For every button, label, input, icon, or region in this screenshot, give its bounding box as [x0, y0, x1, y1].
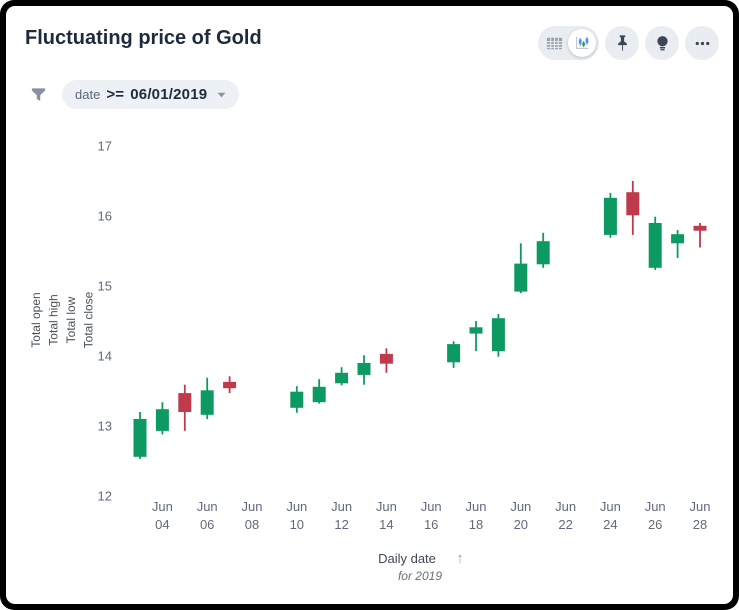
chart-view-button[interactable] — [568, 29, 596, 57]
candle-jun-06[interactable] — [200, 377, 214, 419]
filter-operator: >= — [106, 86, 125, 103]
candle-jun-14[interactable] — [379, 348, 393, 373]
y-tick-label: 15 — [98, 279, 112, 294]
x-tick-label: Jun 10 — [286, 499, 307, 532]
x-tick-label: Jun 26 — [645, 499, 666, 532]
table-view-button[interactable] — [541, 30, 568, 57]
candle-jun-13[interactable] — [357, 355, 371, 385]
candlestick-chart-icon — [573, 34, 591, 52]
funnel-icon — [30, 86, 47, 104]
candle-jun-11[interactable] — [312, 379, 326, 404]
y-tick-label: 13 — [98, 419, 112, 434]
candle-jun-17[interactable] — [447, 341, 461, 368]
x-axis-title: Daily date — [378, 551, 436, 566]
x-tick-label: Jun 16 — [421, 499, 442, 532]
y-axis-label: Total low — [64, 296, 78, 343]
chevron-down-icon — [217, 92, 226, 98]
candle-jun-03[interactable] — [133, 412, 147, 459]
pin-button[interactable] — [605, 26, 639, 60]
candle-jun-04[interactable] — [155, 402, 169, 435]
filter-field: date — [75, 87, 101, 102]
filter-row: date >= 06/01/2019 — [30, 80, 240, 109]
candle-jun-19[interactable] — [491, 314, 505, 357]
x-tick-label: Jun 20 — [510, 499, 531, 532]
candle-jun-07[interactable] — [223, 376, 237, 394]
sort-ascending-icon[interactable]: ↑ — [456, 550, 464, 567]
page-title: Fluctuating price of Gold — [25, 27, 262, 49]
candle-jun-25[interactable] — [626, 181, 640, 235]
candle-jun-12[interactable] — [335, 367, 349, 386]
toolbar — [538, 26, 719, 60]
candle-jun-10[interactable] — [290, 386, 304, 413]
dashboard-card: Fluctuating price of Gold — [6, 6, 733, 604]
candle-jun-21[interactable] — [536, 232, 550, 268]
x-axis-subtitle: for 2019 — [398, 569, 442, 583]
ellipsis-icon — [693, 34, 712, 53]
y-tick-label: 17 — [98, 139, 112, 154]
y-tick-label: 16 — [98, 209, 112, 224]
table-icon — [545, 34, 564, 53]
candle-jun-24[interactable] — [603, 192, 617, 238]
x-tick-label: Jun 22 — [555, 499, 576, 532]
y-axis-label: Total open — [29, 292, 43, 347]
x-tick-label: Jun 12 — [331, 499, 352, 532]
filter-pill[interactable]: date >= 06/01/2019 — [62, 80, 240, 109]
y-tick-label: 14 — [98, 349, 112, 364]
y-axis-label: Total high — [47, 294, 61, 345]
x-tick-label: Jun 14 — [376, 499, 397, 532]
candle-jun-05[interactable] — [178, 384, 192, 431]
x-tick-label: Jun 08 — [242, 499, 263, 532]
y-tick-label: 12 — [98, 489, 112, 504]
candle-jun-18[interactable] — [469, 321, 483, 352]
candle-jun-28[interactable] — [693, 223, 707, 248]
x-tick-label: Jun 06 — [197, 499, 218, 532]
candle-jun-27[interactable] — [671, 230, 685, 258]
view-toggle — [538, 26, 599, 60]
x-tick-label: Jun 18 — [466, 499, 487, 532]
x-tick-label: Jun 04 — [152, 499, 173, 532]
candle-jun-20[interactable] — [514, 243, 528, 293]
lightbulb-icon — [653, 34, 672, 53]
x-tick-label: Jun 28 — [690, 499, 711, 532]
y-axis-label: Total close — [82, 291, 96, 348]
candle-jun-26[interactable] — [648, 216, 662, 270]
pin-icon — [613, 34, 632, 53]
insights-button[interactable] — [645, 26, 679, 60]
more-button[interactable] — [685, 26, 719, 60]
candlestick-chart[interactable]: 17 16 15 14 13 12 Total open Total high Total lo… — [6, 6, 733, 604]
x-tick-label: Jun 24 — [600, 499, 621, 532]
filter-value: 06/01/2019 — [130, 86, 208, 103]
